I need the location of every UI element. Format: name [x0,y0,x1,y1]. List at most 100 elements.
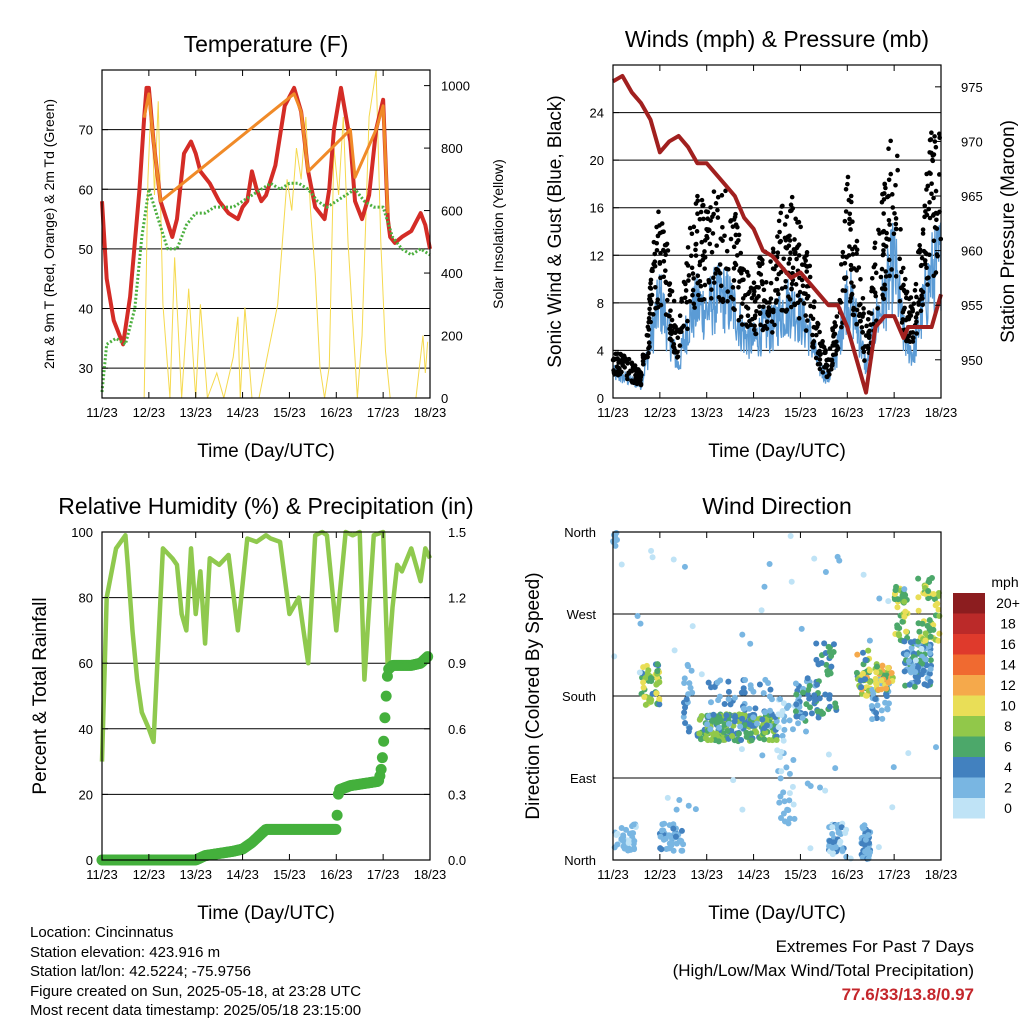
gust-point [857,311,862,317]
x-tick-label: 15/23 [784,405,817,420]
direction-point [863,692,870,699]
gust-point [738,314,744,319]
direction-point [779,732,786,739]
gust-point [837,297,843,303]
direction-point [678,847,685,854]
direction-point [869,716,876,723]
direction-point [807,845,814,852]
gust-point [654,305,659,311]
gust-point [695,193,700,199]
direction-point [807,704,814,711]
gust-point [887,273,892,279]
direction-point [762,676,769,683]
direction-point [903,651,910,658]
direction-point [746,721,753,728]
direction-point [746,705,753,712]
direction-point [731,718,738,725]
direction-point [901,613,908,620]
gust-point [711,275,716,281]
gust-point [839,324,844,330]
direction-point [689,623,696,630]
gust-point [930,157,935,163]
gust-point [754,296,759,301]
gust-point [789,194,795,200]
gust-point [615,356,620,361]
y2-axis-label: Station Pressure (Maroon) [998,120,1019,343]
direction-point [911,683,918,690]
gust-point [872,245,877,251]
direction-point [902,682,909,689]
direction-point [902,608,909,615]
gust-point [886,257,892,263]
gust-point [701,216,706,222]
gust-point [683,281,688,287]
gust-point [926,206,932,212]
direction-point [630,821,637,828]
direction-point [915,575,922,582]
direction-point [816,695,823,702]
direction-point [876,595,883,602]
direction-point [883,685,890,692]
direction-point [788,578,795,585]
temp-series-1 [142,92,390,214]
gust-point [830,326,835,331]
gust-point [757,311,763,317]
direction-point [704,721,711,728]
gust-point [878,274,884,280]
direction-point [927,633,934,640]
gust-point [862,358,867,363]
direction-point [724,728,731,735]
gust-point [708,205,713,210]
direction-point [922,656,929,663]
gust-point [882,182,888,187]
gust-point [871,264,877,270]
x-tick-label: 12/23 [644,867,677,882]
direction-point [756,681,763,688]
gust-point [708,296,714,301]
direction-point [873,710,880,717]
direction-point [822,691,829,698]
y2-tick-label: 0.9 [448,656,466,671]
direction-point [713,730,720,737]
gust-point [883,269,889,274]
gust-point [851,266,857,271]
gust-point [772,322,777,328]
legend-label: 2 [1004,780,1012,796]
gust-point [611,370,617,376]
gust-point [888,138,893,144]
gust-point [934,217,939,223]
direction-point [731,694,738,701]
direction-point [656,695,663,702]
direction-point [670,825,677,832]
gust-point [831,340,836,345]
gust-point [820,370,826,375]
gust-point [746,273,751,278]
rain-point [422,651,434,663]
gust-point [648,286,654,291]
legend-label: 10 [1000,698,1016,714]
direction-point [775,724,782,731]
direction-point [926,625,933,632]
y-tick-label: 70 [79,123,93,138]
direction-point [637,620,644,627]
gust-point [631,380,637,386]
direction-point [928,575,935,582]
direction-point [829,824,836,831]
legend-swatch [953,654,985,675]
direction-point [672,833,679,840]
direction-point [791,815,798,822]
gust-point [840,249,846,255]
direction-point [785,702,792,709]
gust-point [672,347,678,353]
direction-point [773,736,780,743]
y-tick-label: 12 [590,248,604,263]
direction-point [874,663,881,670]
y-tick-label: 40 [79,302,93,317]
rain-point [379,712,391,724]
direction-point [865,855,872,862]
gust-point [881,197,887,202]
gust-point [800,283,806,289]
y-tick-label: South [562,689,596,704]
gust-point [860,330,865,335]
direction-point [681,563,688,570]
